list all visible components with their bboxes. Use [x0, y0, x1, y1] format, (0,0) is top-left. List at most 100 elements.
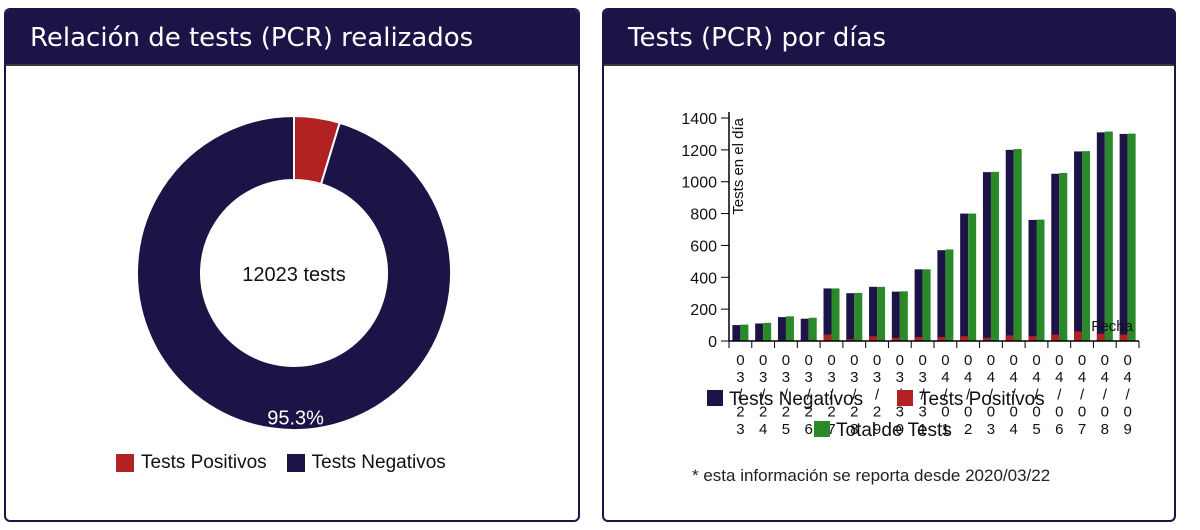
bar-total-de-tests	[1082, 151, 1091, 341]
y-tick-label: 400	[690, 270, 717, 287]
x-tick-label: 0 3/2 3	[736, 352, 744, 438]
bar-total-de-tests	[945, 249, 954, 341]
bar-total-de-tests	[1104, 131, 1113, 341]
x-tick-label: 0 3/3 1	[918, 352, 926, 438]
bar-tests-negativos	[1074, 151, 1083, 341]
bar-tests-positivos	[1028, 336, 1037, 341]
bar-tests-negativos	[1051, 173, 1060, 341]
test-ratio-panel: Relación de tests (PCR) realizados 95.3%…	[4, 8, 580, 522]
legend-label-total-de-tests: Total de Tests	[836, 420, 952, 441]
bar-tests-negativos	[777, 317, 786, 341]
bar-total-de-tests	[1059, 172, 1068, 341]
bar-total-de-tests	[922, 269, 931, 341]
bar-total-de-tests	[1127, 133, 1136, 341]
bar-tests-positivos	[846, 339, 855, 341]
bar-tests-negativos	[1005, 149, 1014, 341]
legend-label-tests-positivos: Tests Positivos	[919, 389, 1045, 410]
bar-total-de-tests	[785, 316, 794, 341]
x-tick-label: 0 4/0 4	[1010, 352, 1018, 438]
x-tick-label: 0 4/0 7	[1078, 352, 1086, 438]
bar-tests-positivos	[1096, 333, 1105, 341]
footnote: * esta información se reporta desde 2020…	[692, 466, 1051, 485]
y-tick-label: 1200	[681, 143, 717, 160]
donut-chart-area: 95.3% 12023 tests Tests Positivos Tests N…	[6, 66, 578, 520]
bar-total-de-tests	[877, 286, 886, 341]
legend-swatch-tests-negativos	[707, 390, 723, 406]
y-tick-label: 200	[690, 302, 717, 319]
bar-total-de-tests	[968, 213, 977, 341]
x-tick-label: 0 4/0 1	[941, 352, 949, 438]
bar-tests-negativos	[823, 288, 832, 341]
bar-tests-negativos	[937, 250, 946, 341]
legend-swatch-total-de-tests	[814, 421, 830, 437]
bar-chart-area: 0 200 400 600 800 1000 1200 1400 Tests en el día…	[604, 66, 1174, 520]
bar-total-de-tests	[899, 291, 908, 341]
bar-total-de-tests	[763, 322, 772, 341]
panel-title: Tests (PCR) por días	[604, 10, 1174, 66]
bar-total-de-tests	[1013, 149, 1022, 341]
y-tick-label: 1000	[681, 175, 717, 192]
donut-center-label: 12023 tests	[242, 264, 345, 286]
bar-total-de-tests	[740, 324, 749, 341]
bar-chart: 0 200 400 600 800 1000 1200 1400 Tests en el día…	[681, 111, 1140, 441]
bar-tests-positivos	[1119, 334, 1128, 341]
panel-title: Relación de tests (PCR) realizados	[6, 10, 578, 66]
bar-tests-negativos	[869, 286, 878, 341]
x-tick-label: 0 4/0 6	[1055, 352, 1063, 438]
bar-tests-positivos	[891, 337, 900, 341]
bar-tests-negativos	[846, 293, 855, 341]
bar-tests-positivos	[960, 336, 969, 341]
x-axis-label: Fecha	[1091, 318, 1133, 335]
bar-tests-positivos	[823, 334, 832, 341]
y-tick-label: 600	[690, 238, 717, 255]
bar-tests-positivos	[1005, 335, 1014, 341]
donut-legend: Tests Positivos Tests Negativos	[116, 452, 446, 474]
bar-total-de-tests	[808, 317, 817, 341]
bar-tests-negativos	[1028, 219, 1037, 341]
bar-tests-positivos	[869, 336, 878, 341]
bar-tests-negativos	[1096, 132, 1105, 341]
bar-tests-negativos	[960, 213, 969, 341]
x-tick-label: 0 3/2 9	[873, 352, 881, 438]
x-tick-label: 0 4/0 2	[964, 352, 972, 438]
x-tick-label: 0 4/0 8	[1101, 352, 1109, 438]
x-tick-label: 0 3/2 5	[782, 352, 790, 438]
y-axis-label: Tests en el día	[730, 117, 747, 214]
y-tick-label: 0	[708, 334, 717, 351]
y-tick-label: 1400	[681, 111, 717, 128]
legend-swatch-negative	[286, 454, 305, 472]
bar-total-de-tests	[831, 288, 840, 341]
donut-slice-negative	[136, 114, 452, 431]
x-tick-label: 0 3/2 4	[759, 352, 767, 438]
y-tick-label: 800	[690, 207, 717, 224]
legend-label-negative: Tests Negativos	[311, 452, 446, 473]
donut-data-label: 95.3%	[267, 408, 324, 430]
bar-tests-negativos	[891, 291, 900, 341]
bar-tests-negativos	[914, 269, 923, 341]
x-tick-label: 0 4/0 3	[987, 352, 995, 438]
tests-by-day-panel: Tests (PCR) por días 0 200 400 600 800 1000 12…	[602, 8, 1176, 522]
x-tick-label: 0 3/2 7	[827, 352, 835, 438]
bar-total-de-tests	[1036, 219, 1045, 341]
x-tick-label: 0 3/2 6	[805, 352, 813, 438]
donut-chart: 95.3% 12023 tests	[136, 114, 452, 431]
bar-total-de-tests	[990, 171, 999, 341]
bar-tests-negativos	[755, 323, 764, 341]
bar-tests-negativos	[800, 318, 809, 341]
bar-tests-positivos	[1074, 331, 1083, 341]
x-tick-label: 0 3/2 8	[850, 352, 858, 438]
legend-label-positive: Tests Positivos	[141, 452, 267, 473]
bar-tests-negativos	[732, 325, 741, 341]
legend-swatch-tests-positivos	[897, 390, 913, 406]
bar-tests-negativos	[982, 172, 991, 341]
bar-total-de-tests	[854, 292, 863, 341]
bar-tests-positivos	[937, 337, 946, 341]
bar-tests-positivos	[1051, 334, 1060, 341]
legend-label-tests-negativos: Tests Negativos	[729, 389, 863, 410]
bar-tests-positivos	[914, 337, 923, 341]
x-tick-label: 0 4/0 9	[1123, 352, 1131, 438]
bar-tests-positivos	[982, 337, 991, 341]
legend-swatch-positive	[116, 454, 134, 472]
x-tick-label: 0 4/0 5	[1032, 352, 1040, 438]
bar-tests-negativos	[1119, 133, 1128, 341]
